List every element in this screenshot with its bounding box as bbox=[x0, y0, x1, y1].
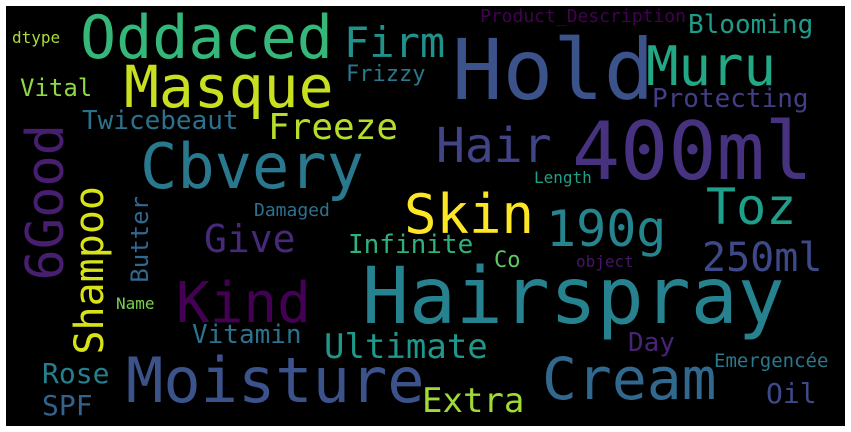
word-damaged: Damaged bbox=[254, 200, 330, 221]
word-infinite: Infinite bbox=[348, 230, 474, 260]
word-dtype: dtype bbox=[12, 28, 61, 47]
word-oddaced: Oddaced bbox=[80, 6, 333, 73]
word-spf: SPF bbox=[42, 389, 93, 422]
word-day: Day bbox=[628, 328, 675, 358]
word-toz: Toz bbox=[706, 178, 797, 236]
word-vitamin: Vitamin bbox=[192, 320, 302, 350]
word-cbvery: Cbvery bbox=[140, 130, 364, 203]
word-protecting: Protecting bbox=[652, 84, 809, 114]
word-masque: Masque bbox=[124, 53, 334, 121]
word-400ml: 400ml bbox=[572, 105, 813, 198]
word-hairspray: Hairspray bbox=[362, 252, 785, 342]
word-ultimate: Ultimate bbox=[324, 327, 488, 367]
word-object: object bbox=[576, 252, 634, 271]
word-rose: Rose bbox=[42, 357, 110, 390]
word-length: Length bbox=[534, 168, 592, 187]
word-skin: Skin bbox=[404, 183, 535, 246]
word-250ml: 250ml bbox=[702, 235, 823, 281]
word-give: Give bbox=[204, 217, 296, 261]
word-blooming: Blooming bbox=[688, 10, 814, 40]
word-shampoo: Shampoo bbox=[67, 186, 113, 355]
word-cloud: Hairspray 400ml Hold Cbvery Moisture Cre… bbox=[6, 6, 845, 426]
word-firm: Firm bbox=[344, 18, 446, 67]
word-moisture: Moisture bbox=[126, 344, 425, 417]
word-co: Co bbox=[494, 248, 521, 273]
word-freeze: Freeze bbox=[268, 107, 399, 148]
word-kind: Kind bbox=[176, 271, 311, 336]
word-twicebeaut: Twicebeaut bbox=[82, 106, 239, 136]
word-oil: Oil bbox=[766, 377, 817, 410]
word-frizzy: Frizzy bbox=[346, 62, 426, 87]
word-hold: Hold bbox=[452, 21, 655, 119]
word-6good: 6Good bbox=[16, 124, 76, 281]
word-vital: Vital bbox=[20, 74, 93, 102]
word-extra: Extra bbox=[422, 381, 525, 421]
word-190g: 190g bbox=[546, 200, 667, 258]
word-hair: Hair bbox=[436, 118, 552, 174]
word-muru: Muru bbox=[646, 35, 777, 98]
word-name: Name bbox=[116, 294, 155, 313]
word-emergencee: Emergencée bbox=[714, 350, 829, 372]
word-product-description: Product_Description bbox=[480, 6, 686, 27]
word-butter: Butter bbox=[126, 196, 154, 283]
word-cream: Cream bbox=[542, 345, 717, 413]
